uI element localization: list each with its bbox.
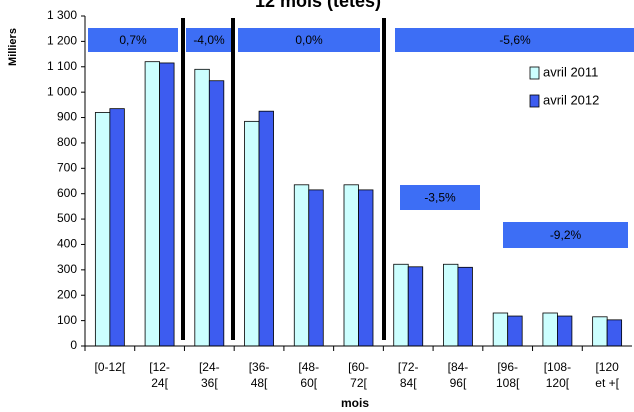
y-tick-label: 600 — [57, 186, 77, 200]
x-tick-label: [96- 108[ — [495, 360, 520, 390]
y-tick-label: 100 — [57, 313, 77, 327]
annotation-box — [395, 28, 634, 52]
annotation: -9,2% — [550, 228, 582, 242]
bar — [507, 315, 523, 347]
x-tick-label: [12- 24[ — [149, 360, 170, 390]
bar — [542, 312, 558, 347]
y-tick-label: 800 — [57, 135, 77, 149]
bar — [343, 184, 359, 347]
annotation-box — [88, 28, 178, 52]
annotation: -5,6% — [499, 33, 531, 47]
legend-swatch — [529, 66, 540, 80]
bar — [194, 68, 210, 347]
legend-label: avril 2011 — [543, 64, 598, 79]
x-tick-label: [120 et +[ — [595, 360, 619, 390]
y-tick-label: 400 — [57, 237, 77, 251]
y-tick-label: 1 100 — [47, 59, 77, 73]
y-tick-label: 900 — [57, 110, 77, 124]
bar — [94, 112, 111, 347]
x-tick-label: [60- 72[ — [348, 360, 369, 390]
bar — [592, 316, 608, 347]
x-tick-label: [108- 120[ — [543, 360, 572, 390]
annotation-box — [503, 222, 628, 248]
y-tick-label: 1 000 — [47, 84, 77, 98]
annotation: 0,0% — [295, 33, 323, 47]
bar — [358, 189, 374, 347]
legend-label: avril 2012 — [543, 92, 599, 107]
x-axis-label: mois — [341, 396, 369, 410]
chart-title: 12 mois (têtes) — [255, 0, 381, 11]
bar — [407, 266, 424, 347]
annotation: -4,0% — [193, 33, 225, 47]
bar — [606, 319, 623, 347]
annotation-box — [186, 28, 232, 52]
bar — [308, 189, 324, 347]
x-tick-label: [84- 96[ — [447, 360, 469, 390]
x-tick-label: [72- 84[ — [397, 360, 419, 390]
y-tick-label: 1 200 — [47, 34, 77, 48]
bar — [144, 61, 160, 347]
y-tick-label: 200 — [57, 287, 77, 301]
y-axis-label: Milliers — [7, 28, 19, 66]
bar — [208, 80, 225, 347]
bar — [393, 263, 409, 347]
annotation: -3,5% — [424, 191, 456, 205]
y-tick-label: 0 — [70, 338, 77, 352]
bar — [293, 184, 310, 347]
y-tick-label: 300 — [57, 262, 77, 276]
bar — [557, 315, 573, 347]
annotation-box — [238, 28, 380, 52]
x-tick-label: [36- 48[ — [248, 360, 270, 390]
annotation-box — [400, 185, 480, 210]
bar — [492, 312, 509, 347]
annotation: 0,7% — [119, 33, 147, 47]
bar — [457, 266, 473, 347]
legend-swatch — [529, 94, 540, 108]
y-tick-label: 1 300 — [47, 8, 77, 22]
bar — [443, 263, 459, 347]
bar — [109, 108, 125, 347]
y-tick-label: 700 — [57, 160, 77, 174]
y-tick-label: 500 — [57, 211, 77, 225]
bar — [244, 120, 260, 347]
bar — [258, 110, 274, 347]
bar — [159, 62, 175, 347]
x-tick-label: [24- 36[ — [198, 360, 220, 390]
x-tick-label: [48- 60[ — [298, 360, 320, 390]
x-tick-label: [0-12[ — [94, 360, 126, 374]
